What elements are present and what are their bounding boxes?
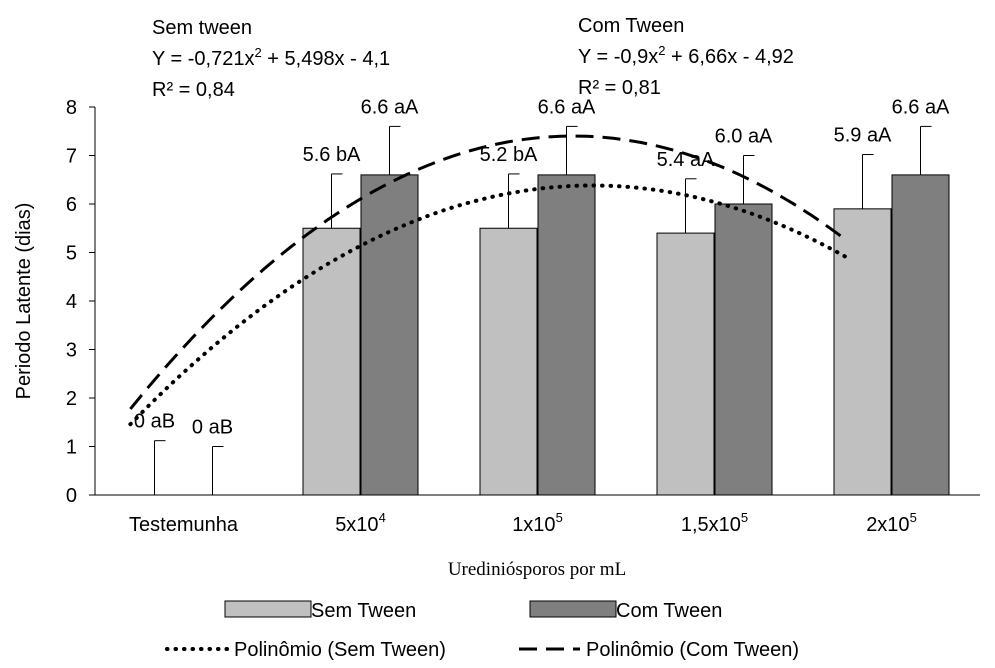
y-tick-label: 2 bbox=[66, 388, 77, 410]
legend-label: Com Tween bbox=[616, 600, 722, 622]
x-axis-label: Urediniósporos por mL bbox=[448, 559, 626, 580]
data-label: 5.2 bA bbox=[480, 144, 538, 166]
legend: Sem Tween Com Tween Polinômio (Sem Tween) P… bbox=[165, 600, 799, 661]
data-label: 0 aB bbox=[192, 417, 233, 439]
x-tick-label: 2x105 bbox=[866, 510, 917, 536]
y-tick-label: 8 bbox=[66, 97, 77, 119]
y-tick-label: 6 bbox=[66, 194, 77, 216]
data-label: 5.4 aA bbox=[657, 149, 715, 171]
bar bbox=[360, 174, 419, 496]
legend-swatch bbox=[224, 600, 312, 618]
bar bbox=[656, 232, 715, 496]
y-tick-label: 3 bbox=[66, 340, 77, 362]
bar bbox=[537, 174, 596, 496]
x-tick-label: 1x105 bbox=[512, 510, 563, 536]
y-axis-label: Periodo Latente (dias) bbox=[13, 203, 35, 400]
bar bbox=[479, 227, 538, 496]
bar bbox=[302, 227, 361, 496]
trendline bbox=[128, 183, 850, 427]
data-label: 6.0 aA bbox=[715, 126, 773, 148]
legend-label: Polinômio (Com Tween) bbox=[586, 639, 799, 661]
equation-label-sem-tween: Sem tween bbox=[152, 17, 252, 39]
equation-label-com-tween: Com Tween bbox=[578, 15, 684, 37]
data-label: 6.6 aA bbox=[892, 96, 950, 118]
equation-com-tween: Y = -0,9x2 + 6,66x - 4,92 bbox=[578, 43, 794, 68]
trendline bbox=[129, 134, 849, 410]
data-label: 0 aB bbox=[134, 411, 175, 433]
x-tick-label: 5x104 bbox=[335, 510, 386, 536]
x-tick-label: 1,5x105 bbox=[681, 510, 748, 536]
x-tick-label: Testemunha bbox=[129, 514, 239, 536]
plot-area: 0 1 2 3 4 5 6 7 8 Testemunha 5x104 1x105 1,5x105 2x10… bbox=[66, 96, 980, 536]
legend-label: Sem Tween bbox=[311, 600, 416, 622]
bar bbox=[833, 208, 892, 496]
bar bbox=[714, 203, 773, 496]
y-tick-label: 5 bbox=[66, 243, 77, 265]
legend-label: Polinômio (Sem Tween) bbox=[234, 639, 446, 661]
y-tick-label: 4 bbox=[66, 291, 77, 313]
y-tick-label: 0 bbox=[66, 485, 77, 507]
y-tick-label: 7 bbox=[66, 146, 77, 168]
trendline-equations: Sem tween Y = -0,721x2 + 5,498x - 4,1 R²… bbox=[152, 15, 794, 101]
y-tick-label: 1 bbox=[66, 437, 77, 459]
data-label: 5.9 aA bbox=[834, 125, 892, 147]
data-label: 6.6 aA bbox=[538, 96, 596, 118]
data-label: 5.6 bA bbox=[303, 144, 361, 166]
equation-sem-tween: Y = -0,721x2 + 5,498x - 4,1 bbox=[152, 45, 390, 70]
r2-com-tween: R² = 0,81 bbox=[578, 77, 661, 99]
data-label: 6.6 aA bbox=[361, 96, 419, 118]
r2-sem-tween: R² = 0,84 bbox=[152, 79, 235, 101]
bar bbox=[891, 174, 950, 496]
legend-swatch bbox=[529, 600, 617, 618]
